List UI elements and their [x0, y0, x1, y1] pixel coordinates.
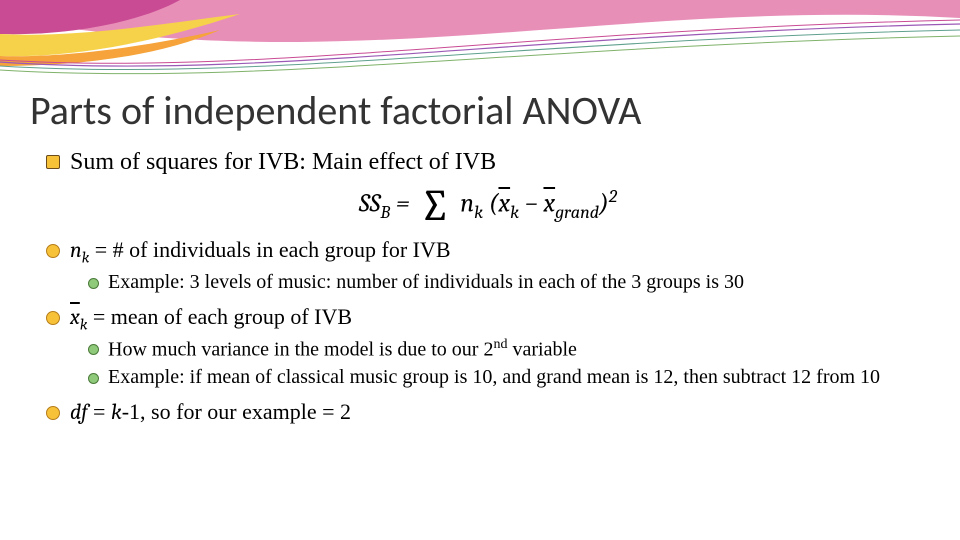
- item-2: xk = mean of each group of IVB How much …: [46, 304, 930, 389]
- slide-content: Parts of independent factorial ANOVA Sum…: [0, 0, 960, 425]
- item-2-text: = mean of each group of IVB: [87, 304, 352, 329]
- sigma-icon: ∑: [419, 188, 450, 223]
- item-2-sublist: How much variance in the model is due to…: [70, 337, 930, 389]
- item-1-sub-0: Example: 3 levels of music: number of in…: [88, 271, 930, 294]
- item-2-sub-0: How much variance in the model is due to…: [88, 337, 930, 362]
- formula-equals: =: [396, 189, 416, 219]
- formula-x2: x: [543, 189, 555, 219]
- formula-x1-sub: k: [510, 202, 519, 223]
- formula-lhs-sub: B: [380, 202, 390, 223]
- formula-x2-sub: grand: [555, 202, 599, 223]
- item-3-var: df: [70, 399, 88, 425]
- item-1-text: = # of individuals in each group for IVB: [89, 237, 450, 262]
- formula-rparen: ): [599, 189, 609, 219]
- heading-bullet: Sum of squares for IVB: Main effect of I…: [46, 149, 930, 176]
- formula-n: n: [460, 189, 474, 219]
- item-2-var: x: [70, 304, 80, 330]
- formula-n-sub: k: [474, 202, 483, 223]
- formula-x1: x: [498, 189, 510, 219]
- item-1: nk = # of individuals in each group for …: [46, 237, 930, 293]
- item-2-sub-1: Example: if mean of classical music grou…: [88, 366, 930, 389]
- item-1-var: n: [70, 237, 82, 263]
- formula: SSB = ∑ nk (xk − xgrand)2: [46, 186, 930, 223]
- slide-title: Parts of independent factorial ANOVA: [30, 86, 930, 135]
- item-3: df = k-1, so for our example = 2: [46, 399, 930, 425]
- formula-minus: −: [525, 189, 544, 219]
- bullet-list: Sum of squares for IVB: Main effect of I…: [30, 149, 930, 425]
- formula-power: 2: [609, 186, 617, 207]
- formula-lhs-var: SS: [359, 189, 381, 219]
- item-3-text: = k-1, so for our example = 2: [88, 399, 351, 424]
- item-1-sublist: Example: 3 levels of music: number of in…: [70, 271, 930, 294]
- heading-text: Sum of squares for IVB: Main effect of I…: [70, 149, 496, 175]
